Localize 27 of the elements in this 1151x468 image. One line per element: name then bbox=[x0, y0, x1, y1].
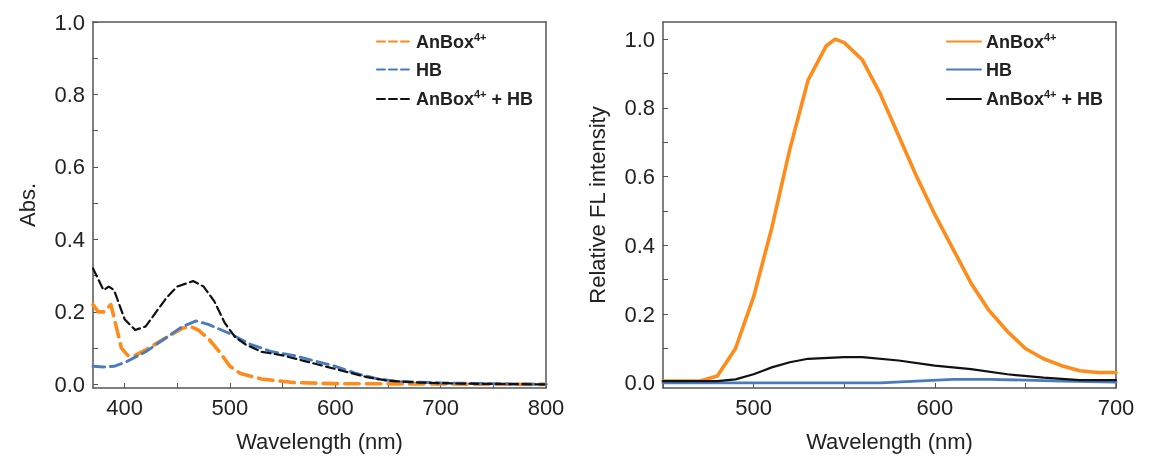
x-tick-label: 500 bbox=[735, 394, 772, 420]
y-tick-label: 0.4 bbox=[624, 232, 655, 258]
x-tick-label: 500 bbox=[211, 394, 249, 420]
x-tick-label: 800 bbox=[527, 394, 565, 420]
x-tick-label: 600 bbox=[316, 394, 354, 420]
x-tick-label: 600 bbox=[916, 394, 954, 420]
legend-label: HB bbox=[985, 59, 1012, 80]
y-tick-label: 0.8 bbox=[624, 95, 655, 121]
y-tick-label: 0.4 bbox=[54, 226, 85, 252]
x-tick-label: 400 bbox=[106, 394, 143, 420]
y-tick-label: 0.8 bbox=[54, 81, 85, 107]
y-tick-label: 0.0 bbox=[624, 370, 655, 396]
y-tick-label: 0.2 bbox=[624, 301, 655, 327]
x-tick-label: 700 bbox=[422, 394, 460, 420]
x-axis-title: Wavelength (nm) bbox=[236, 428, 403, 454]
y-axis-title: Relative FL intensity bbox=[584, 106, 610, 304]
line-series bbox=[661, 355, 1118, 383]
y-tick-label: 0.0 bbox=[54, 371, 85, 397]
x-tick-label: 700 bbox=[1097, 394, 1135, 420]
legend-label: HB bbox=[415, 59, 442, 80]
y-tick-label: 0.6 bbox=[54, 154, 85, 180]
y-tick-label: 0.6 bbox=[624, 164, 655, 190]
y-axis-title: Abs. bbox=[14, 182, 40, 228]
y-tick-label: 0.2 bbox=[54, 299, 85, 325]
y-tick-label: 1.0 bbox=[624, 26, 655, 52]
y-tick-label: 1.0 bbox=[54, 9, 85, 35]
x-axis-title: Wavelength (nm) bbox=[806, 428, 973, 454]
